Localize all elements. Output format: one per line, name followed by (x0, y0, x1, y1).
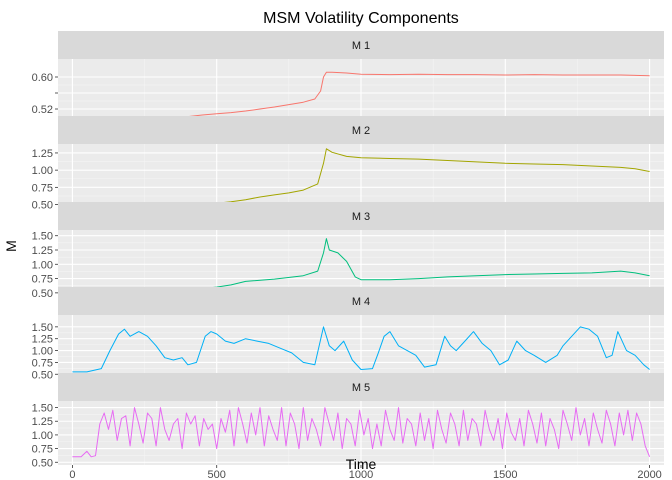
y-tick-label: 0.50 (32, 457, 53, 469)
y-tick-label: 1.00 (32, 430, 53, 442)
y-tick-label: 1.25 (32, 148, 53, 160)
facet-strip (58, 31, 664, 59)
x-tick-label: 0 (69, 469, 75, 480)
y-tick-label: 1.00 (32, 165, 53, 177)
series-line (72, 71, 650, 118)
facet-panel: M 10.520.600500100015002000 (32, 31, 664, 139)
y-tick-label: 0.50 (32, 200, 53, 212)
y-tick-label: 1.00 (32, 259, 53, 271)
x-tick-label: 2000 (637, 469, 661, 480)
x-tick-label: 500 (208, 469, 226, 480)
facet-strip-label: M 3 (352, 211, 370, 223)
y-tick-label: 1.00 (32, 346, 53, 358)
y-tick-label: 0.60 (32, 72, 53, 84)
facet-strip-label: M 1 (352, 40, 370, 52)
facet-panel: M 5 0.500.75 1.00 1.251.50 0 500 1000 1500 2000 (32, 373, 664, 480)
facet-strip (58, 116, 664, 144)
y-tick-label: 1.25 (32, 416, 53, 428)
y-tick-label: 0.50 (32, 369, 53, 381)
series-line (72, 326, 650, 373)
facet-panel: M 20.500.751.001.250500100015002000 (32, 116, 664, 224)
facet-strip-label: M 2 (352, 125, 370, 137)
facet-strip-label: M 4 (352, 296, 370, 308)
y-tick-label: 1.50 (32, 322, 53, 334)
chart-title: MSM Volatility Components (263, 10, 459, 27)
series-line (72, 148, 650, 206)
facet-strip (58, 373, 664, 401)
y-tick-label: 0.75 (32, 274, 53, 286)
y-tick-label: 1.25 (32, 334, 53, 346)
y-tick-label: 0.75 (32, 444, 53, 456)
facet-strip (58, 202, 664, 230)
x-axis-label: Time (346, 456, 377, 472)
y-tick-label: 0.75 (32, 357, 53, 369)
y-tick-label: 0.52 (32, 104, 53, 116)
x-tick-label: 1500 (493, 469, 517, 480)
y-axis-label: M (3, 240, 19, 252)
facet-strip-label: M 5 (352, 382, 370, 394)
y-tick-label: 1.50 (32, 403, 53, 415)
y-tick-label: 0.75 (32, 182, 53, 194)
y-tick-label: 1.50 (32, 231, 53, 243)
series-line (72, 407, 651, 458)
y-tick-label: 0.50 (32, 288, 53, 300)
x-tick-label: 1000 (349, 469, 373, 480)
facet-panels: M 10.520.600500100015002000M 20.500.751.… (32, 31, 664, 480)
y-tick-label: 1.25 (32, 245, 53, 257)
facet-strip (58, 287, 664, 315)
